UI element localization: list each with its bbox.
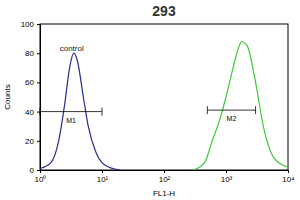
plot-frame [40,24,288,170]
y-tick-label: 80 [25,49,34,58]
histogram-line [40,53,121,170]
gate-label: M2 [227,115,237,122]
y-tick-label: 20 [25,137,34,146]
title: 293 [152,3,176,19]
y-tick: 100 [21,20,40,29]
x-axis-line [41,171,289,174]
x-tick: 10² [159,170,171,184]
gate-label: M1 [66,117,76,124]
y-tick: 40 [25,108,40,117]
gate-end [102,108,103,116]
y-tick: 0 [30,166,40,175]
x-tick: 10³ [221,170,233,184]
x-tick-label: 10⁰ [35,175,47,184]
gate: M1 [40,108,102,124]
gate-end [40,108,41,116]
y-tick-label: 0 [30,166,35,175]
x-tick: 10¹ [97,170,109,184]
y-axis-title: Counts [3,84,12,109]
x-tick-label: 10¹ [97,175,109,184]
y-tick: 20 [25,137,40,146]
y-tick-label: 100 [21,20,35,29]
x-tick-label: 10² [159,175,171,184]
y-tick: 80 [25,49,40,58]
x-tick-label: 10³ [221,175,233,184]
gate-end [207,106,208,114]
x-tick-label: 10⁴ [282,175,295,184]
gate-line [207,110,255,111]
chart: 10⁰ 10¹ 10² 10³ 10⁴ 0 20 40 60 80 100 control M1 M2 29… [0,0,300,200]
y-tick-label: 60 [25,78,34,87]
x-tick: 10⁰ [35,170,47,184]
gate-end [255,106,256,114]
series-label: control [60,44,84,53]
y-tick: 60 [25,78,40,87]
marks [40,42,288,170]
gate: M2 [207,106,255,122]
y-axis: 0 20 40 60 80 100 [21,20,41,175]
y-tick-label: 40 [25,108,34,117]
histogram-line [194,42,288,170]
x-tick: 10⁴ [282,170,295,184]
gate-line [40,111,102,112]
x-axis-title: FL1-H [153,189,175,198]
x-axis: 10⁰ 10¹ 10² 10³ 10⁴ [35,170,296,184]
plot: 10⁰ 10¹ 10² 10³ 10⁴ 0 20 40 60 80 100 control M1 M2 [21,20,296,184]
